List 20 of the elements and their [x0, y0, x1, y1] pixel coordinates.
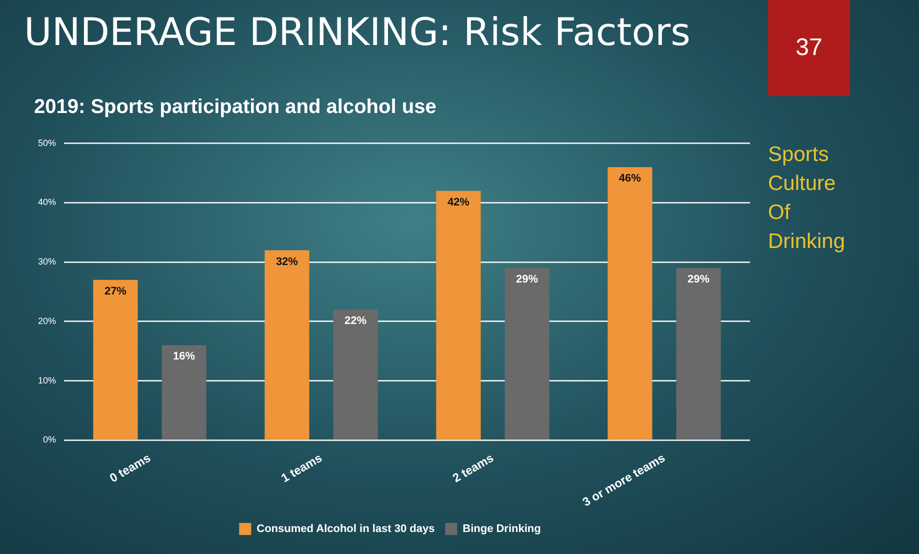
y-tick-label: 50%	[38, 138, 56, 148]
data-label: 46%	[618, 172, 642, 185]
legend-label: Consumed Alcohol in last 30 days	[256, 523, 435, 536]
y-tick-label: 10%	[38, 375, 56, 386]
y-tick-label: 20%	[38, 316, 56, 326]
y-tick-label: 40%	[38, 197, 56, 208]
y-tick-label: 30%	[38, 256, 56, 267]
y-tick-label: 0%	[43, 434, 56, 445]
data-label: 29%	[516, 274, 538, 286]
chart-subtitle: 2019: Sports participation and alcohol use	[34, 96, 436, 119]
data-label: 29%	[688, 274, 710, 286]
text: 37	[768, 0, 850, 96]
text: Sports Culture Of Drinking	[768, 142, 846, 255]
data-label: 16%	[173, 350, 196, 363]
data-label: 42%	[447, 196, 470, 208]
data-label: 32%	[276, 256, 298, 268]
data-label: 27%	[104, 285, 127, 298]
legend-label: Binge Drinking	[462, 523, 541, 536]
chart-title: UNDERAGE DRINKING: Risk Factors	[24, 10, 690, 54]
data-label: 22%	[344, 315, 367, 328]
